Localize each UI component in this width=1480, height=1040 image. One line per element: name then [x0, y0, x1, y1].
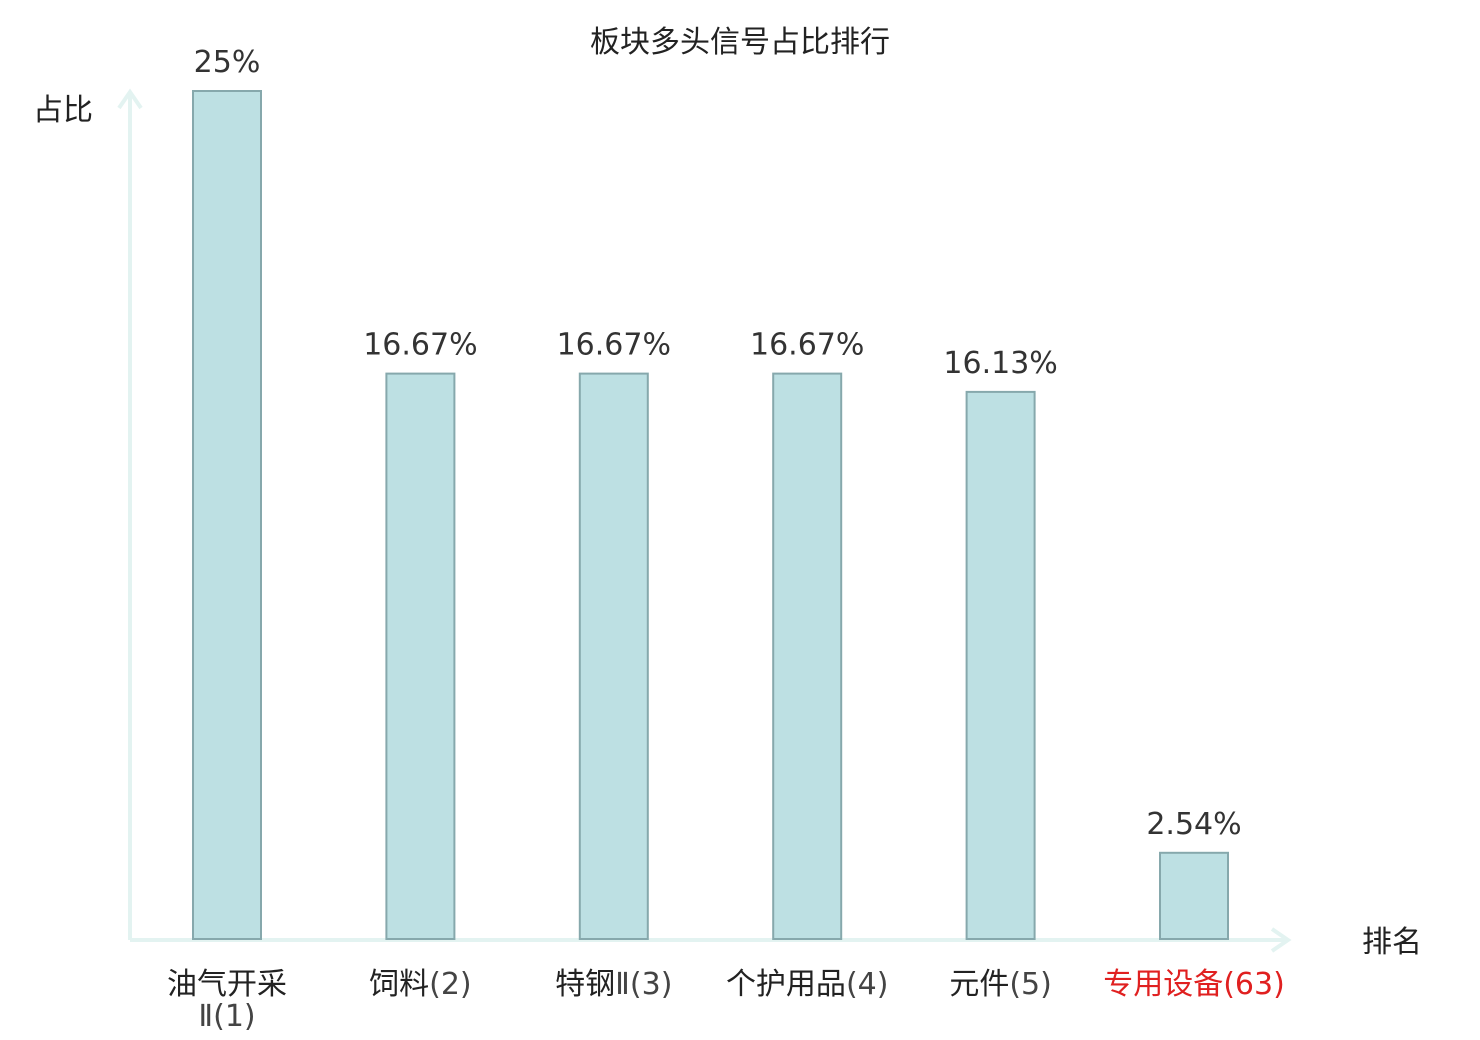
- bar: [578, 372, 649, 941]
- data-label: 16.67%: [557, 328, 671, 363]
- x-tick-label-rank: (2): [429, 967, 472, 1002]
- chart-title: 板块多头信号占比排行: [590, 25, 890, 60]
- x-tick-label-name: 专用设备: [1103, 967, 1223, 1002]
- x-tick-label: 元件(5): [949, 967, 1052, 1002]
- bars-group: [192, 90, 1229, 941]
- x-tick-label: 油气开采 Ⅱ(1): [167, 967, 287, 1034]
- data-label: 16.13%: [943, 346, 1057, 381]
- y-axis-arrow: [117, 88, 143, 110]
- x-tick-label-rank: (5): [1009, 967, 1052, 1002]
- data-label: 16.67%: [363, 328, 477, 363]
- bar: [965, 390, 1036, 940]
- x-tick-label-rank: (4): [846, 967, 889, 1002]
- value-labels-group: 25% 16.67% 16.67% 16.67% 16.13% 2.54%: [194, 45, 1242, 842]
- x-axis-title: 排名: [1362, 925, 1422, 960]
- x-tick-label-name: 元件: [949, 967, 1009, 1002]
- x-tick-label-name: 饲料: [369, 967, 429, 1002]
- bar: [385, 372, 456, 941]
- y-axis-title: 占比: [33, 93, 93, 128]
- axes: [117, 88, 1292, 953]
- x-tick-label-rank: Ⅱ(3): [615, 967, 672, 1002]
- x-tick-label-rank: (63): [1223, 967, 1285, 1002]
- x-tick-label-rank: Ⅱ(1): [198, 999, 255, 1034]
- data-label: 16.67%: [750, 328, 864, 363]
- x-tick-label-name: 油气开采: [167, 967, 287, 1002]
- x-tick-label-name: 特钢: [555, 967, 615, 1002]
- x-axis-arrow: [1270, 927, 1292, 953]
- bar: [1159, 851, 1229, 940]
- x-tick-label-name: 个护用品: [726, 967, 846, 1002]
- category-labels-group: 油气开采 Ⅱ(1) 饲料(2) 特钢Ⅱ(3) 个护用品(4) 元件(5) 专用设备(63): [167, 967, 1285, 1034]
- data-label: 25%: [194, 45, 261, 80]
- x-tick-label: 饲料(2): [369, 967, 472, 1002]
- x-tick-label: 个护用品(4): [726, 967, 889, 1002]
- bar: [192, 90, 262, 940]
- x-tick-label: 专用设备(63): [1103, 967, 1285, 1002]
- bar: [772, 372, 843, 941]
- x-tick-label: 特钢Ⅱ(3): [555, 967, 672, 1002]
- data-label: 2.54%: [1146, 807, 1241, 842]
